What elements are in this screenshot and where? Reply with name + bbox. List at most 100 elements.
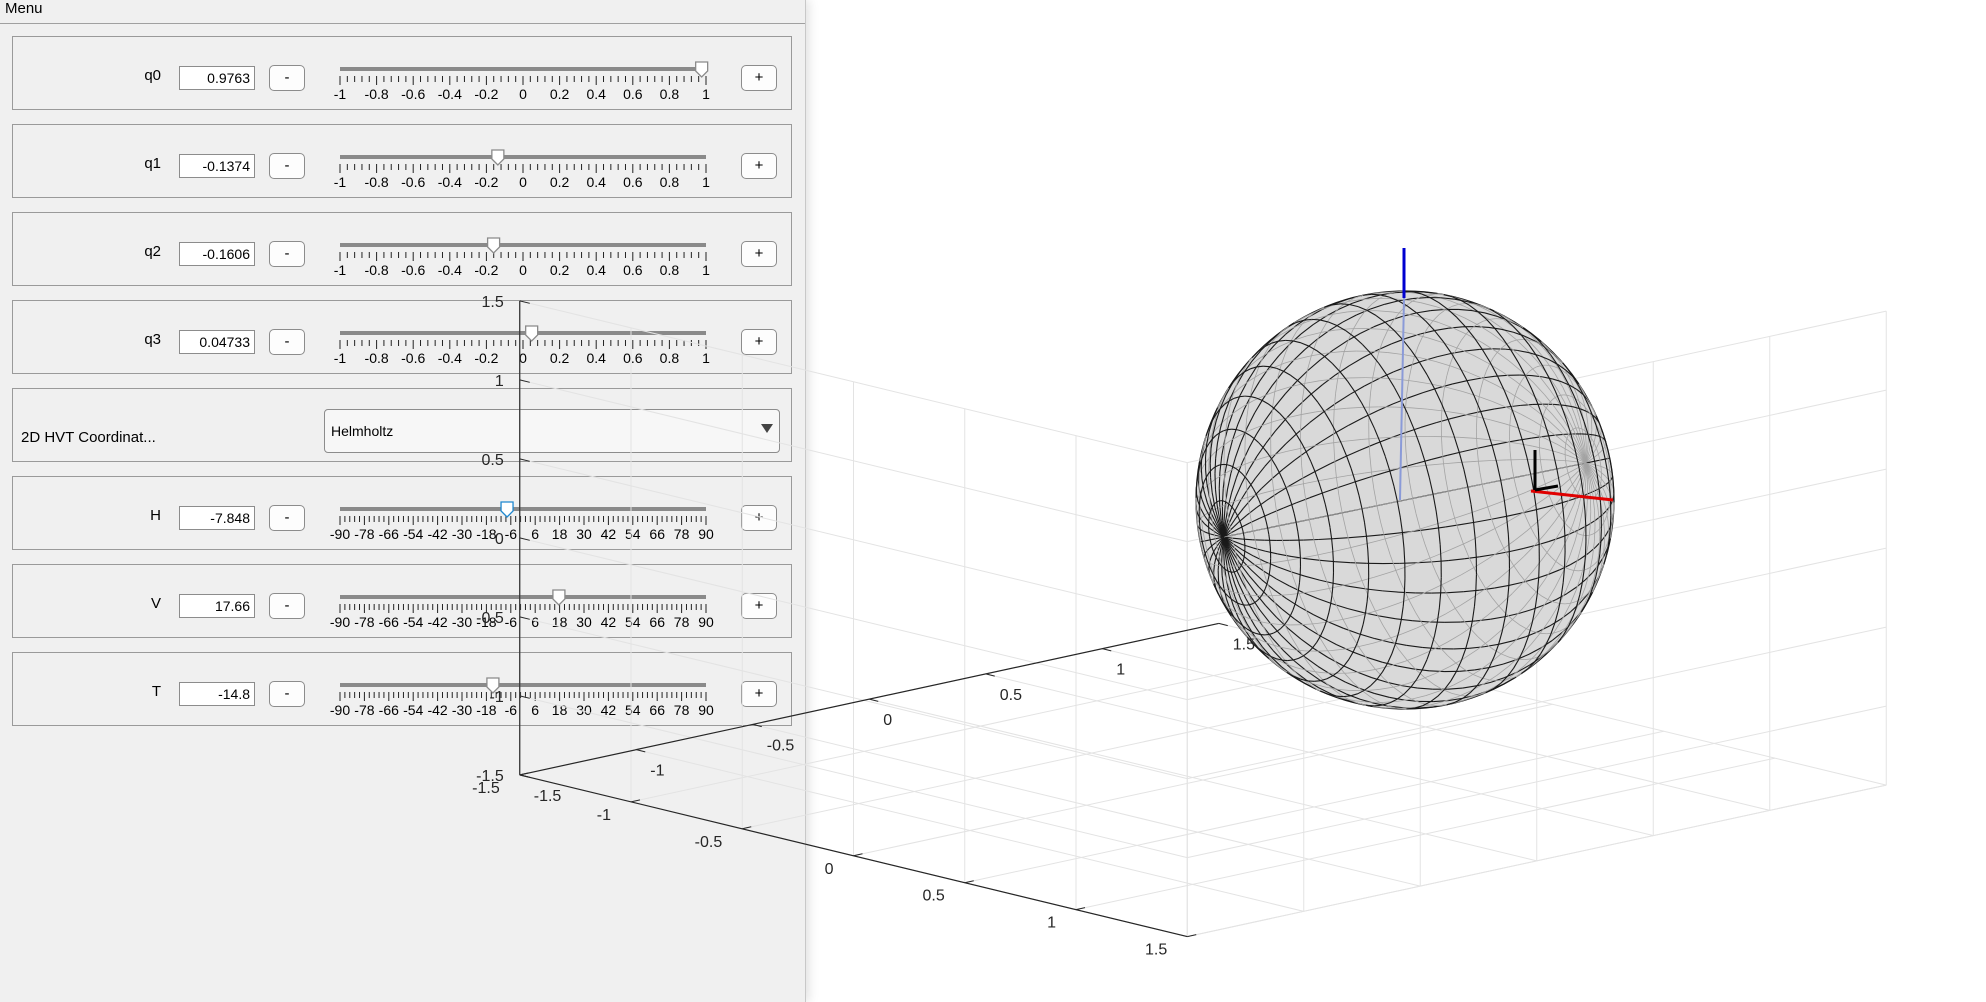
sphere-parallel (1604, 440, 1609, 450)
sphere-parallel (1542, 547, 1548, 553)
sphere-parallel (1524, 658, 1532, 661)
q1-decrement-button[interactable]: - (269, 153, 305, 179)
sphere-meridian (1304, 380, 1320, 384)
sphere-parallel (1214, 465, 1219, 468)
q3-slider[interactable]: -1 -0.8 -0.6 -0.4 -0.2 0 0.2 0.4 0.6 0.8 1 (324, 325, 722, 369)
sphere-meridian (1419, 555, 1436, 563)
slider-thumb[interactable] (525, 325, 539, 342)
slider-thumb[interactable] (486, 237, 501, 254)
t-increment-button[interactable]: + (741, 681, 777, 707)
slider-track[interactable] (340, 67, 706, 71)
v-decrement-button[interactable]: - (269, 593, 305, 619)
q3-increment-button[interactable]: + (741, 329, 777, 355)
sphere-meridian (1223, 551, 1225, 566)
sphere-parallel (1569, 478, 1572, 482)
sphere-meridian (1201, 478, 1205, 491)
q2-value-field[interactable] (179, 242, 255, 266)
slider-track[interactable] (340, 595, 706, 599)
q3-decrement-button[interactable]: - (269, 329, 305, 355)
sphere-meridian (1225, 382, 1234, 396)
sphere-meridian (1231, 532, 1242, 536)
t-slider[interactable]: -90 -78 -66 -54 -42 -30 -18 -6 6 18 30 42 54 66 78 90 (324, 677, 722, 721)
sphere-meridian (1494, 406, 1509, 410)
sphere-meridian (1443, 342, 1459, 349)
slider-track[interactable] (340, 331, 706, 335)
q1-value-field[interactable] (179, 154, 255, 178)
v-slider[interactable]: -90 -78 -66 -54 -42 -30 -18 -6 6 18 30 42 54 66 78 90 (324, 589, 722, 633)
sphere-parallel (1304, 680, 1313, 687)
sphere-meridian (1595, 459, 1601, 462)
q2-increment-button[interactable]: + (741, 241, 777, 267)
q0-value-field[interactable] (179, 66, 255, 90)
h-value-field[interactable] (179, 506, 255, 530)
slider-thumb[interactable] (500, 501, 514, 518)
sphere-parallel (1213, 413, 1218, 424)
x-axis-tick (1075, 907, 1086, 911)
sphere-meridian (1576, 579, 1586, 588)
slider-track[interactable] (340, 507, 706, 511)
sphere-meridian (1223, 523, 1228, 538)
sphere-parallel (1538, 652, 1546, 658)
sphere-meridian (1407, 678, 1422, 685)
sphere-parallel (1419, 528, 1426, 544)
sphere-meridian (1284, 358, 1298, 364)
sphere-meridian (1484, 312, 1498, 318)
slider-track[interactable] (340, 683, 706, 687)
q0-slider[interactable]: -1 -0.8 -0.6 -0.4 -0.2 0 0.2 0.4 0.6 0.8 1 (324, 61, 722, 105)
slider-thumb[interactable] (491, 149, 505, 166)
sphere-meridian (1268, 658, 1279, 667)
sphere-meridian (1464, 317, 1479, 326)
slider-track[interactable] (340, 155, 706, 159)
q2-slider[interactable]: -1 -0.8 -0.6 -0.4 -0.2 0 0.2 0.4 0.6 0.8 1 (324, 237, 722, 281)
sphere-meridian (1201, 443, 1207, 453)
sphere-meridian (1316, 329, 1330, 340)
sphere-parallel (1205, 473, 1209, 478)
q0-decrement-button[interactable]: - (269, 65, 305, 91)
sphere-meridian (1219, 413, 1226, 429)
sphere-parallel (1480, 378, 1484, 388)
sphere-parallel (1574, 488, 1577, 492)
q1-increment-button[interactable]: + (741, 153, 777, 179)
sphere-parallel (1232, 466, 1237, 469)
v-value-field[interactable] (179, 594, 255, 618)
sphere-meridian (1232, 543, 1243, 551)
sphere-parallel (1359, 623, 1364, 635)
q3-value-field[interactable] (179, 330, 255, 354)
sphere-parallel (1525, 371, 1530, 376)
sphere-parallel (1290, 426, 1297, 435)
sphere-meridian (1380, 532, 1398, 536)
t-decrement-button[interactable]: - (269, 681, 305, 707)
sphere-parallel (1312, 537, 1319, 555)
sphere-parallel (1554, 610, 1559, 624)
sphere-parallel (1582, 495, 1586, 512)
sphere-parallel (1233, 600, 1238, 604)
h-increment-button[interactable]: + (741, 505, 777, 531)
sphere-parallel (1498, 630, 1503, 645)
sphere-meridian (1218, 471, 1221, 489)
slider-thumb[interactable] (552, 589, 566, 606)
sphere-parallel (1409, 482, 1413, 499)
sphere-meridian (1377, 291, 1392, 294)
sphere-meridian (1515, 380, 1529, 392)
q1-slider[interactable]: -1 -0.8 -0.6 -0.4 -0.2 0 0.2 0.4 0.6 0.8 1 (324, 149, 722, 193)
sphere-meridian (1593, 487, 1601, 492)
sphere-parallel (1348, 651, 1354, 660)
sphere-meridian (1404, 561, 1420, 568)
sphere-parallel (1240, 563, 1243, 566)
slider-thumb[interactable] (695, 61, 709, 78)
q2-decrement-button[interactable]: - (269, 241, 305, 267)
slider-thumb[interactable] (486, 677, 500, 694)
sphere-parallel (1265, 653, 1274, 662)
sphere-meridian (1559, 533, 1571, 539)
h-decrement-button[interactable]: - (269, 505, 305, 531)
v-increment-button[interactable]: + (741, 593, 777, 619)
slider-track[interactable] (340, 243, 706, 247)
q0-increment-button[interactable]: + (741, 65, 777, 91)
sphere-meridian (1524, 335, 1536, 342)
coord-system-dropdown[interactable]: Helmholtz (324, 409, 780, 453)
sphere-parallel (1357, 306, 1368, 311)
sphere-meridian (1223, 525, 1229, 538)
t-value-field[interactable] (179, 682, 255, 706)
h-slider[interactable]: -90 -78 -66 -54 -42 -30 -18 -6 6 18 30 42 54 66 78 90 (324, 501, 722, 545)
sphere-parallel (1366, 309, 1377, 316)
